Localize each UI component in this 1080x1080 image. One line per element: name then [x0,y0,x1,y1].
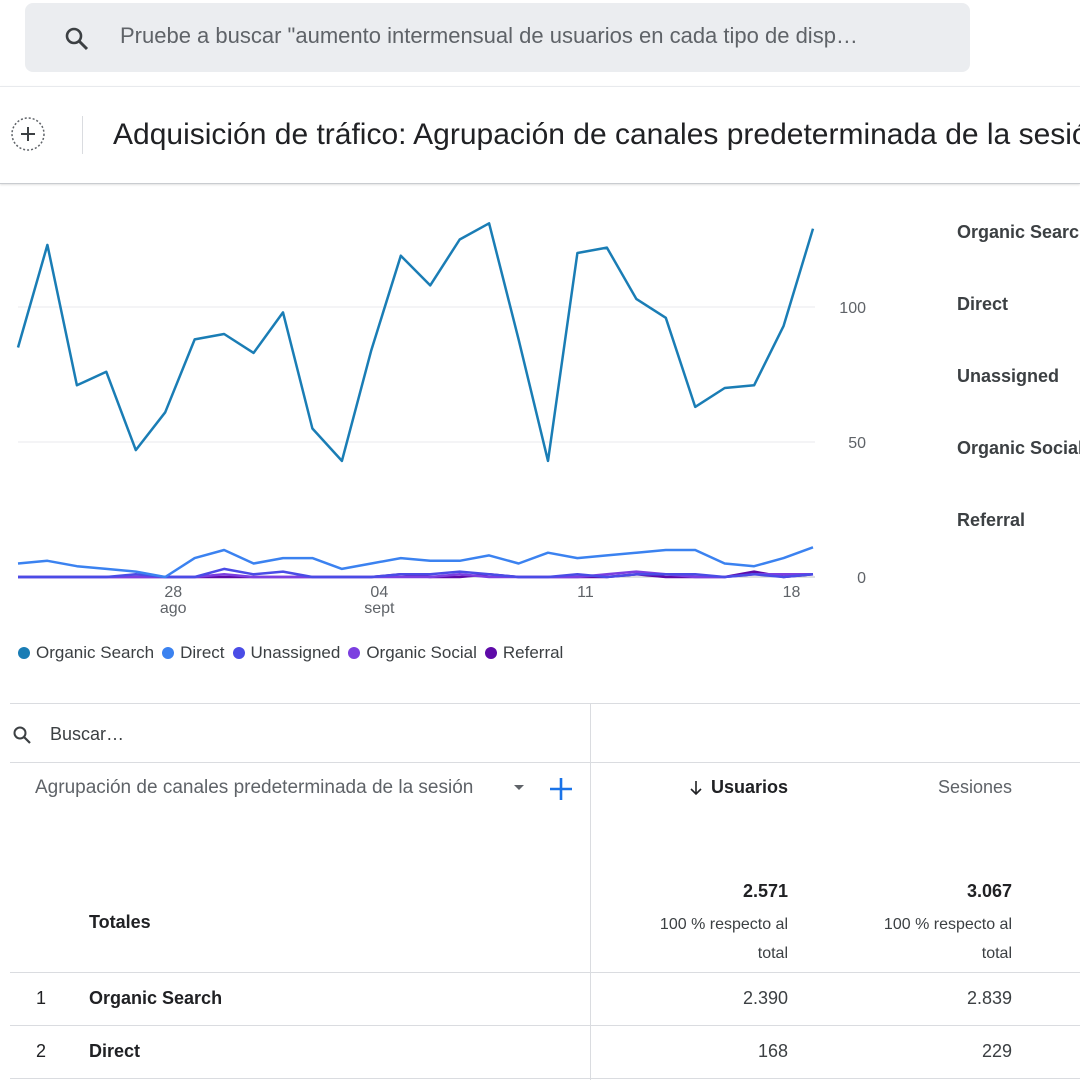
x-tick-label: 04 sept [364,584,395,617]
legend-item: Unassigned [232,643,341,663]
legend-label: Unassigned [250,643,341,662]
legend-label: Organic Social [366,643,477,662]
total-note: 100 % respecto al total [659,916,788,962]
table-search[interactable]: Buscar… [50,724,125,744]
legend-dot [162,647,175,659]
y-tick-label: 100 [839,300,866,317]
legend-dot [232,647,245,659]
row-value: 229 [981,1041,1012,1061]
add-comparison-icon[interactable] [10,116,46,152]
row-border [10,1025,1080,1026]
legend-label: Direct [180,643,225,662]
x-tick-label: 11 [577,584,594,601]
table-search-icon [13,726,31,744]
table-border [10,703,1080,704]
side-series-label: Organic Search [957,222,1080,242]
series-line [18,570,813,579]
dropdown-icon[interactable] [512,782,526,794]
sort-icon[interactable] [688,778,704,798]
row-rank: 1 [36,988,47,1008]
row-border [10,972,1080,973]
total-value: 2.571 [742,881,788,901]
row-border [10,1078,1080,1079]
header [0,86,1080,184]
row-value: 2.839 [966,988,1012,1008]
y-tick-label: 50 [848,435,866,452]
side-series-label: Unassigned [957,366,1060,386]
legend-item: Organic Search [18,643,154,663]
legend-dot [348,647,361,659]
legend-dot [18,647,30,659]
column-header[interactable]: Sesiones [937,777,1012,797]
x-tick-label: 18 [782,584,801,601]
series-line [18,567,814,579]
legend-item: Organic Social [348,643,477,663]
legend-item: Direct [162,643,225,663]
legend-dot [484,647,497,659]
line-chart: 050100150 [16,222,866,587]
series-line [16,222,815,463]
column-divider [590,703,591,1080]
series-line [17,546,814,579]
legend: Organic Search Direct Unassigned Organic So… [18,643,571,664]
total-value: 3.067 [966,881,1012,901]
totals-label: Totales [89,912,151,932]
row-name[interactable]: Direct [89,1041,141,1061]
row-name[interactable]: Organic Search [89,988,223,1008]
search-bar[interactable] [25,3,970,72]
table-border [10,762,1080,763]
dimension-header[interactable]: Agrupación de canales predeterminada de … [35,777,474,798]
side-series-label: Referral [957,510,1026,530]
side-series-label: Organic Social [957,438,1080,458]
y-tick-label: 0 [857,570,866,587]
search-icon [65,27,89,51]
column-header[interactable]: Usuarios [710,777,788,797]
divider [82,116,83,154]
row-value: 168 [757,1041,788,1061]
legend-label: Referral [502,643,564,662]
row-value: 2.390 [742,988,788,1008]
search-placeholder: Pruebe a buscar "aumento intermensual de… [120,23,858,48]
x-tick-label: 28 ago [159,584,187,617]
page-title: Adquisición de tráfico: Agrupación de ca… [113,118,1080,151]
add-dimension-icon[interactable] [548,776,574,802]
legend-label: Organic Search [36,643,155,662]
total-note: 100 % respecto al total [883,916,1012,962]
side-series-label: Direct [957,294,1009,314]
row-rank: 2 [36,1041,47,1061]
legend-item: Referral [484,643,564,663]
